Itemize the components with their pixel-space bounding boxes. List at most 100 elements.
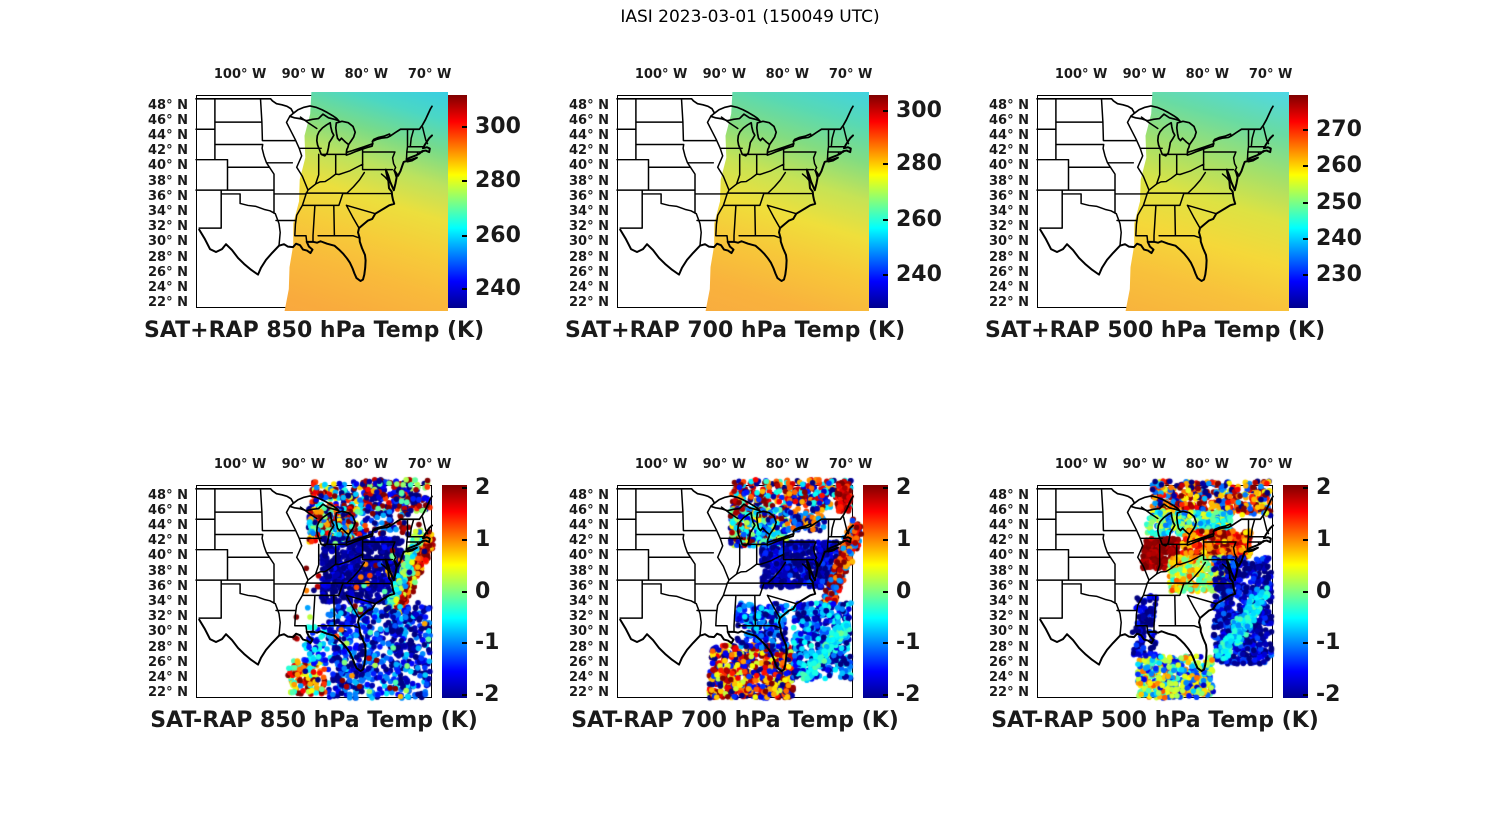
lat-tick-label: 26° N: [569, 654, 609, 670]
colorbar-tick-label: 230: [1316, 261, 1362, 287]
lat-tick-label: 46° N: [569, 112, 609, 128]
lat-tick-label: 28° N: [989, 249, 1029, 265]
colorbar-tick-mark: [1303, 590, 1308, 593]
lat-tick-label: 44° N: [569, 127, 609, 143]
colorbar-tick-mark: [1303, 129, 1308, 132]
map-area: 100° W 90° W 80° W 70° W 48° N 46° N 44° N 42° …: [148, 457, 451, 715]
lon-tick-label: 80° W: [1185, 457, 1230, 472]
colorbar-tick-mark: [883, 273, 888, 276]
colorbar-tick-mark: [1303, 538, 1308, 541]
lat-tick-label: 28° N: [569, 639, 609, 655]
figure-title: IASI 2023-03-01 (150049 UTC): [620, 7, 880, 27]
lon-tick-label: 70° W: [1248, 457, 1293, 472]
colorbar-tick-mark: [883, 109, 888, 112]
lat-tick-label: 28° N: [148, 639, 188, 655]
colorbar-tick-mark: [883, 642, 888, 645]
colorbar-tick-mark: [883, 590, 888, 593]
colorbar-tick-label: 300: [896, 97, 942, 123]
lat-tick-label: 22° N: [989, 685, 1029, 701]
lat-tick-label: 46° N: [148, 502, 188, 518]
lon-tick-label: 70° W: [828, 67, 873, 82]
lat-tick-label: 32° N: [148, 609, 188, 625]
colorbar-tick-mark: [1303, 201, 1308, 204]
panel-sat-plus-rap-700: 100° W 90° W 80° W 70° W 48° N 46° N 44° N 42° …: [565, 67, 957, 355]
lat-tick-label: 26° N: [148, 264, 188, 280]
colorbar-tick-label: -1: [475, 630, 500, 656]
lat-tick-label: 24° N: [989, 670, 1029, 686]
map-area: 100° W 90° W 80° W 70° W 48° N 46° N 44° N 42° …: [148, 67, 451, 311]
lat-tick-label: 28° N: [989, 639, 1029, 655]
panel-title: SAT+RAP 700 hPa Temp (K): [565, 318, 906, 343]
lon-tick-label: 80° W: [765, 457, 810, 472]
lat-tick-label: 24° N: [148, 280, 188, 296]
colorbar-tick-mark: [1303, 237, 1308, 240]
lat-tick-label: 40° N: [989, 548, 1029, 564]
panel-sat-minus-rap-700: 100° W 90° W 80° W 70° W 48° N 46° N 44° N 42° …: [569, 457, 957, 745]
lat-tick-label: 22° N: [989, 295, 1029, 311]
lat-tick-label: 34° N: [989, 204, 1029, 219]
coastline: [619, 524, 854, 672]
panel-sat-minus-rap-850: 100° W 90° W 80° W 70° W 48° N 46° N 44° N 42° …: [148, 457, 536, 745]
colorbar: 270 260 250 240 230: [1283, 95, 1373, 308]
lon-tick-label: 100° W: [213, 457, 267, 472]
coastline: [619, 134, 854, 282]
lat-tick-label: 30° N: [989, 624, 1029, 640]
coastline: [1039, 134, 1274, 282]
lat-tick-label: 22° N: [148, 685, 188, 701]
lon-tick-label: 70° W: [828, 457, 873, 472]
lat-tick-label: 36° N: [989, 188, 1029, 204]
lat-tick-label: 22° N: [569, 295, 609, 311]
lat-tick-label: 44° N: [569, 517, 609, 533]
lat-tick-label: 36° N: [989, 578, 1029, 594]
lat-tick-label: 46° N: [569, 502, 609, 518]
lat-tick-label: 30° N: [569, 234, 609, 250]
colorbar-tick-label: 260: [475, 222, 521, 248]
colorbar-tick-mark: [462, 486, 467, 489]
lon-tick-label: 70° W: [407, 67, 452, 82]
lat-tick-label: 40° N: [569, 158, 609, 174]
colorbar-tick-label: 240: [475, 275, 521, 301]
panel-sat-plus-rap-850: 100° W 90° W 80° W 70° W 48° N 46° N 44° N 42° …: [144, 67, 536, 355]
lon-tick-label: 90° W: [702, 67, 747, 82]
colorbar-tick-label: 300: [475, 113, 521, 139]
coastline: [1039, 524, 1274, 672]
colorbar-tick-label: 270: [1316, 117, 1362, 143]
map-area: 100° W 90° W 80° W 70° W 48° N 46° N 44° N 42° …: [989, 457, 1292, 715]
colorbar-tick-label: -2: [475, 682, 500, 708]
lat-tick-label: 48° N: [148, 487, 188, 503]
colorbar-tick-mark: [1303, 694, 1308, 697]
basemap-borders: [1036, 487, 1274, 672]
lat-tick-label: 38° N: [148, 173, 188, 189]
lat-tick-label: 38° N: [148, 563, 188, 579]
lat-tick-label: 38° N: [569, 173, 609, 189]
lat-tick-label: 30° N: [148, 234, 188, 250]
lat-tick-label: 48° N: [989, 97, 1029, 113]
lon-tick-label: 100° W: [1054, 457, 1108, 472]
lat-tick-label: 32° N: [569, 609, 609, 625]
lat-tick-label: 32° N: [989, 219, 1029, 235]
great-lakes-and-canada-border: [195, 97, 433, 157]
lat-tick-label: 44° N: [989, 127, 1029, 143]
lat-tick-label: 42° N: [569, 533, 609, 549]
colorbar-tick-label: 2: [896, 474, 912, 500]
colorbar-tick-mark: [462, 642, 467, 645]
lon-tick-label: 90° W: [702, 457, 747, 472]
great-lakes-and-canada-border: [1036, 487, 1274, 547]
lat-tick-label: 26° N: [569, 264, 609, 280]
lat-tick-label: 36° N: [569, 188, 609, 204]
map-area: 100° W 90° W 80° W 70° W 48° N 46° N 44° N 42° …: [989, 67, 1292, 311]
colorbar: 2 1 0 -1 -2: [442, 475, 532, 707]
lat-tick-label: 44° N: [148, 517, 188, 533]
colorbar-tick-label: -2: [1316, 682, 1341, 708]
panel-title: SAT+RAP 500 hPa Temp (K): [985, 318, 1326, 343]
colorbar-tick-mark: [1303, 165, 1308, 168]
panel-sat-minus-rap-500: 100° W 90° W 80° W 70° W 48° N 46° N 44° N 42° …: [989, 457, 1377, 745]
lat-tick-label: 24° N: [569, 280, 609, 296]
lat-tick-label: 40° N: [569, 548, 609, 564]
state-borders: [1036, 98, 1270, 247]
lat-tick-label: 48° N: [569, 487, 609, 503]
colorbar-tick-label: 260: [1316, 153, 1362, 179]
lon-tick-label: 80° W: [1185, 67, 1230, 82]
colorbar: 300 280 260 240: [442, 95, 532, 308]
